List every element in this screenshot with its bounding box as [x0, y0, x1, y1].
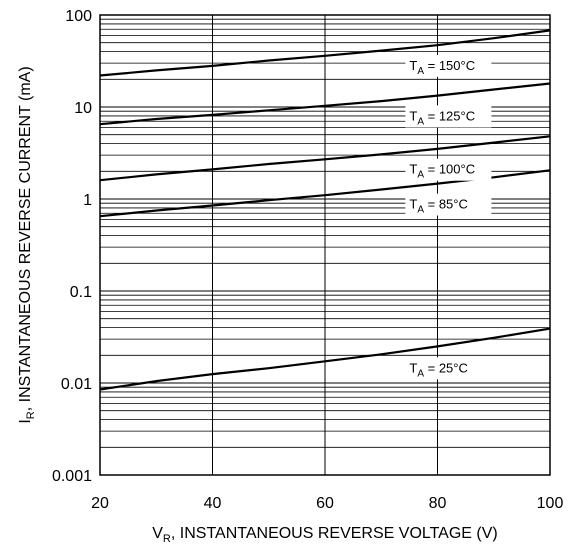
series-line: [99, 327, 551, 391]
y-axis-title: IR, INSTANTANEOUS REVERSE CURRENT (mA): [17, 66, 37, 423]
series-line: [99, 82, 551, 126]
x-tick-label: 40: [204, 495, 222, 512]
x-tick-label: 60: [316, 495, 334, 512]
curves: [99, 29, 551, 391]
y-tick-label: 100: [65, 8, 92, 25]
x-tick-labels: 20 40 60 80 100: [91, 495, 563, 512]
y-tick-label: 1: [83, 192, 92, 209]
y-tick-labels: 0.001 0.01 0.1 1 10 100: [52, 8, 92, 485]
series-line: [99, 135, 551, 182]
series-label-bg: [405, 193, 492, 216]
series-label: TA = 125°C: [409, 108, 475, 127]
x-tick-label: 80: [429, 495, 447, 512]
curve-labels: TA = 150°C TA = 125°C TA = 100°C TA = 85°C T…: [405, 54, 492, 380]
plot-frame: [99, 14, 551, 476]
y-tick-label: 0.001: [52, 468, 92, 485]
series-label-bg: [405, 158, 492, 181]
series-label: TA = 150°C: [409, 58, 475, 77]
y-tick-label: 0.1: [70, 284, 92, 301]
y-tick-label: 10: [74, 100, 92, 117]
y-tick-label: 0.01: [61, 376, 92, 393]
x-axis-title: VR, INSTANTANEOUS REVERSE VOLTAGE (V): [152, 525, 498, 545]
series-label: TA = 85°C: [409, 197, 468, 216]
series-line: [99, 29, 551, 77]
x-tick-label: 100: [537, 495, 564, 512]
series-label: TA = 25°C: [409, 360, 468, 379]
x-tick-label: 20: [91, 495, 109, 512]
series-label: TA = 100°C: [409, 162, 475, 181]
series-label-bg: [405, 105, 492, 128]
series-label-bg: [405, 54, 492, 77]
series-label-bg: [405, 357, 492, 380]
